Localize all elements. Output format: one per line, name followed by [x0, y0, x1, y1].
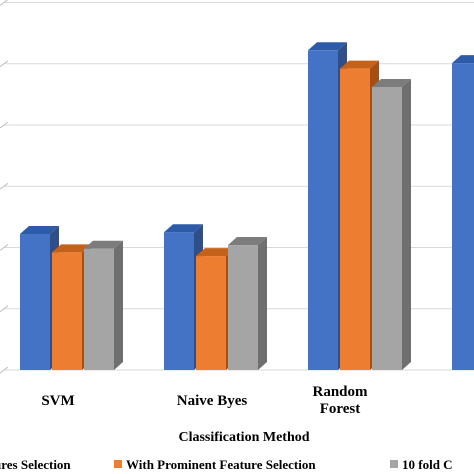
bar-top: [452, 55, 474, 64]
bar-front: [52, 252, 82, 370]
axis-tick: [0, 182, 9, 190]
bar-top: [340, 60, 379, 69]
category-label: Naive Byes: [177, 393, 248, 409]
bar-front: [228, 245, 258, 370]
legend-item: 10 fold C: [390, 457, 453, 472]
bar: [452, 55, 474, 370]
bar-top: [84, 240, 123, 249]
axis-tick: [0, 0, 9, 6]
bar-front: [308, 50, 338, 371]
category-label: SVM: [41, 393, 74, 409]
bar-top: [228, 237, 267, 246]
bar-top: [20, 226, 59, 235]
bar-top: [196, 248, 235, 257]
axis-tick: [0, 60, 9, 68]
legend: ures Selection With Prominent Feature Sel…: [0, 457, 453, 472]
bar-front: [84, 248, 114, 370]
category-label: Random: [312, 384, 368, 400]
bar-front: [196, 256, 226, 370]
legend-swatch: [114, 460, 122, 468]
x-axis-title: Classification Method: [178, 430, 309, 445]
axis-tick: [0, 121, 9, 129]
bar-top: [52, 244, 91, 253]
legend-label: ures Selection: [0, 457, 71, 472]
legend-label: 10 fold C: [402, 457, 453, 472]
bar: [228, 237, 267, 370]
bar: [84, 240, 123, 370]
bar-top: [372, 79, 411, 88]
category-label: Forest: [320, 401, 361, 417]
bar-front: [452, 63, 474, 370]
bar-front: [340, 68, 370, 371]
bar: [372, 79, 411, 371]
legend-item: With Prominent Feature Selection: [114, 457, 316, 472]
bar-side: [402, 79, 411, 371]
axis-tick: [0, 366, 9, 374]
bars: [20, 42, 474, 371]
bar-top: [308, 42, 347, 51]
bar-front: [20, 234, 50, 370]
bar-top: [164, 224, 203, 233]
axis-tick: [0, 244, 9, 251]
legend-item: ures Selection: [0, 457, 71, 472]
legend-label: With Prominent Feature Selection: [126, 457, 316, 472]
bar-front: [372, 87, 402, 371]
axis-tick: [0, 305, 9, 313]
bar-side: [258, 237, 267, 370]
legend-swatch: [390, 460, 398, 468]
bar-side: [114, 240, 123, 370]
bar-front: [164, 232, 194, 370]
